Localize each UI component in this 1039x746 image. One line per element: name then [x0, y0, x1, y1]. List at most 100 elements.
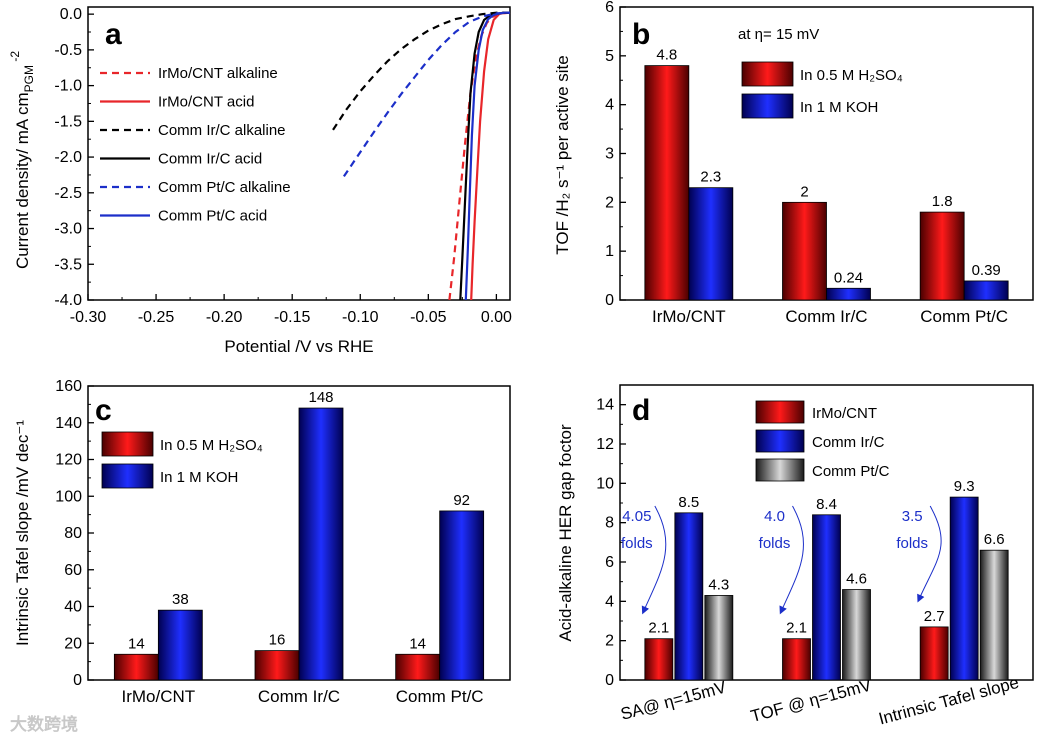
legend-label-3: Comm Ir/C acid: [158, 151, 262, 168]
y-tick-label: -1.0: [54, 78, 82, 95]
bar: [919, 211, 965, 301]
bar-value-label: 1.8: [932, 193, 953, 210]
y-tick-label: 0: [73, 672, 82, 689]
x-category-label: Comm Ir/C: [258, 687, 340, 706]
legend-label-4: Comm Pt/C alkaline: [158, 179, 291, 196]
y-tick-label: 20: [64, 635, 82, 652]
y-axis-label: TOF /H₂ s⁻¹ per active site: [553, 55, 572, 254]
bar-value-label: 2.1: [648, 620, 669, 637]
y-tick-label: 100: [55, 488, 82, 505]
x-axis-label: Potential /V vs RHE: [224, 337, 373, 356]
y-tick-label: 140: [55, 415, 82, 432]
y-tick-label: 0.0: [60, 6, 82, 23]
x-tick-label: 0.00: [481, 309, 512, 326]
x-category-label: Comm Pt/C: [396, 687, 484, 706]
y-tick-label: -3.5: [54, 256, 82, 273]
bar: [688, 187, 734, 301]
y-tick-label: -1.5: [54, 113, 82, 130]
bar-value-label: 2.7: [924, 608, 945, 625]
y-tick-label: -4.0: [54, 292, 82, 309]
fold-value: 4.0: [764, 508, 785, 525]
bar: [644, 65, 690, 301]
panel-d: 0 2 4 6 8 10 12 14 SA@ η=15mV 2.1 8.5 4.3 TOF @ η=15…: [556, 384, 1034, 729]
panel-label: d: [632, 394, 650, 427]
bar: [812, 514, 841, 681]
bar: [298, 407, 344, 681]
legend-swatch: [755, 429, 805, 453]
y-tick-label: 0: [605, 292, 614, 309]
bar: [949, 496, 979, 681]
y-tick-label: 6: [605, 0, 614, 16]
fold-value: 4.05: [622, 508, 651, 525]
bar-value-label: 8.5: [678, 494, 699, 511]
y-tick-label: 4: [605, 97, 614, 114]
x-category-label: IrMo/CNT: [652, 307, 726, 326]
bar-value-label: 4.8: [656, 47, 677, 64]
y-tick-label: -2.0: [54, 149, 82, 166]
y-tick-label: 80: [64, 525, 82, 542]
bar-value-label: 6.6: [984, 531, 1005, 548]
x-category-label: IrMo/CNT: [121, 687, 195, 706]
bar: [704, 595, 734, 681]
legend-label: Comm Ir/C: [812, 434, 885, 451]
panel-label: b: [632, 18, 650, 51]
y-tick-label: -0.5: [54, 42, 82, 59]
annotation-eta: at η= 15 mV: [738, 26, 819, 43]
y-tick-label: 120: [55, 452, 82, 469]
bar-value-label: 14: [409, 635, 426, 652]
y-tick-label: 6: [605, 554, 614, 571]
panel-label: a: [105, 18, 122, 51]
bar-value-label: 4.6: [846, 571, 867, 588]
bar: [782, 638, 811, 681]
fold-arrow: [917, 505, 942, 603]
fold-unit: folds: [621, 535, 653, 552]
x-tick-label: -0.25: [138, 309, 175, 326]
bar-value-label: 4.3: [708, 576, 729, 593]
y-axis-label: Acid-alkaline HER gap foctor: [556, 424, 575, 642]
bar: [254, 650, 300, 681]
y-tick-label: 5: [605, 48, 614, 65]
x-category-label: Intrinsic Tafel slope: [877, 673, 1021, 729]
x-tick-label: -0.15: [274, 309, 311, 326]
legend-swatch: [101, 463, 154, 489]
y-tick-label: 1: [605, 243, 614, 260]
bar-value-label: 38: [172, 591, 189, 608]
bar-value-label: 148: [308, 389, 333, 406]
legend-label-0: IrMo/CNT alkaline: [158, 65, 278, 82]
panel-label: c: [95, 394, 112, 427]
bar: [644, 638, 674, 681]
bar-value-label: 8.4: [816, 496, 837, 513]
panel-b: 0 1 2 3 4 5 6 IrMo/CNT 4.8 2.3 Comm Ir/C 2 0.24 Comm …: [553, 0, 1034, 326]
series-line-5: [464, 11, 510, 301]
fold-value: 3.5: [902, 508, 923, 525]
y-tick-label: 3: [605, 146, 614, 163]
bar: [157, 609, 203, 681]
x-category-label: SA@ η=15mV: [619, 677, 729, 724]
y-tick-label: 4: [605, 593, 614, 610]
bar: [113, 653, 159, 681]
legend-label: In 1 M KOH: [800, 99, 878, 116]
watermark: 大数跨境: [10, 715, 78, 734]
y-tick-label: 2: [605, 633, 614, 650]
fold-arrow: [779, 505, 804, 615]
bar: [979, 549, 1009, 681]
bar: [395, 653, 441, 681]
panel-a: 0.0 -0.5 -1.0 -1.5 -2.0 -2.5 -3.0 -3.5 -4.0-0.30…: [8, 6, 512, 356]
legend-swatch: [755, 400, 805, 424]
y-tick-label: 60: [64, 562, 82, 579]
bar-value-label: 2.3: [700, 169, 721, 186]
bar: [674, 512, 704, 681]
bar-value-label: 0.24: [834, 269, 863, 286]
legend-label: Comm Pt/C: [812, 463, 890, 480]
x-tick-label: -0.20: [206, 309, 243, 326]
bar-value-label: 2: [800, 183, 808, 200]
legend-swatch: [741, 93, 794, 119]
y-tick-label: 160: [55, 378, 82, 395]
panel-c: 0 20 40 60 80 100 120 140 160 IrMo/CNT 14 38 Comm Ir…: [13, 378, 511, 706]
y-tick-label: -2.5: [54, 185, 82, 202]
bar: [782, 201, 827, 301]
bar-value-label: 2.1: [786, 620, 807, 637]
bar: [439, 510, 485, 681]
fold-unit: folds: [896, 535, 928, 552]
